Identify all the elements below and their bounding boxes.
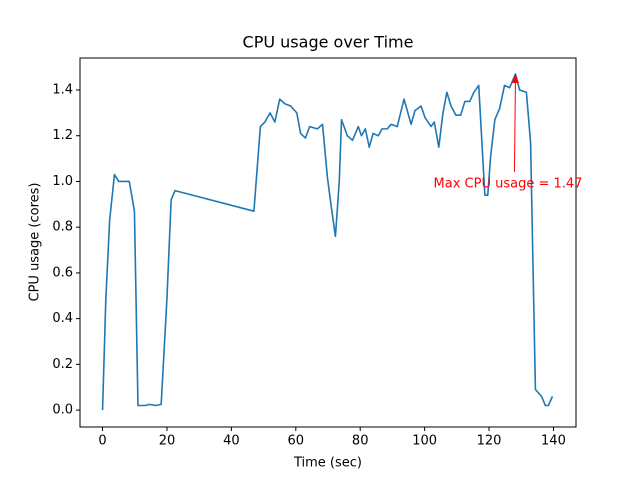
annotation-arrowhead xyxy=(511,74,519,84)
x-tick-label: 20 xyxy=(159,434,176,449)
x-tick-label: 40 xyxy=(223,434,240,449)
y-tick-label: 1.4 xyxy=(52,83,73,98)
x-tick-label: 0 xyxy=(98,434,106,449)
plot-frame xyxy=(79,57,577,428)
y-tick-label: 1.0 xyxy=(52,174,73,189)
x-tick-label: 100 xyxy=(412,434,437,449)
y-tick-label: 1.2 xyxy=(52,128,73,143)
y-tick-label: 0.8 xyxy=(52,220,73,235)
chart-title: CPU usage over Time xyxy=(243,33,414,52)
y-tick-label: 0.6 xyxy=(52,265,73,280)
y-tick-label: 0.2 xyxy=(52,357,73,372)
x-axis-label: Time (sec) xyxy=(293,456,362,471)
x-tick-label: 80 xyxy=(352,434,369,449)
y-axis-label: CPU usage (cores) xyxy=(28,183,43,302)
data-line xyxy=(101,73,554,411)
annotation-arrow xyxy=(513,79,516,173)
x-tick-label: 60 xyxy=(288,434,305,449)
y-tick-label: 0.4 xyxy=(52,311,73,326)
annotation-text: Max CPU usage = 1.47 xyxy=(434,177,583,192)
y-tick-label: 0.0 xyxy=(52,403,73,418)
x-tick-label: 120 xyxy=(477,434,502,449)
x-tick-label: 140 xyxy=(541,434,566,449)
